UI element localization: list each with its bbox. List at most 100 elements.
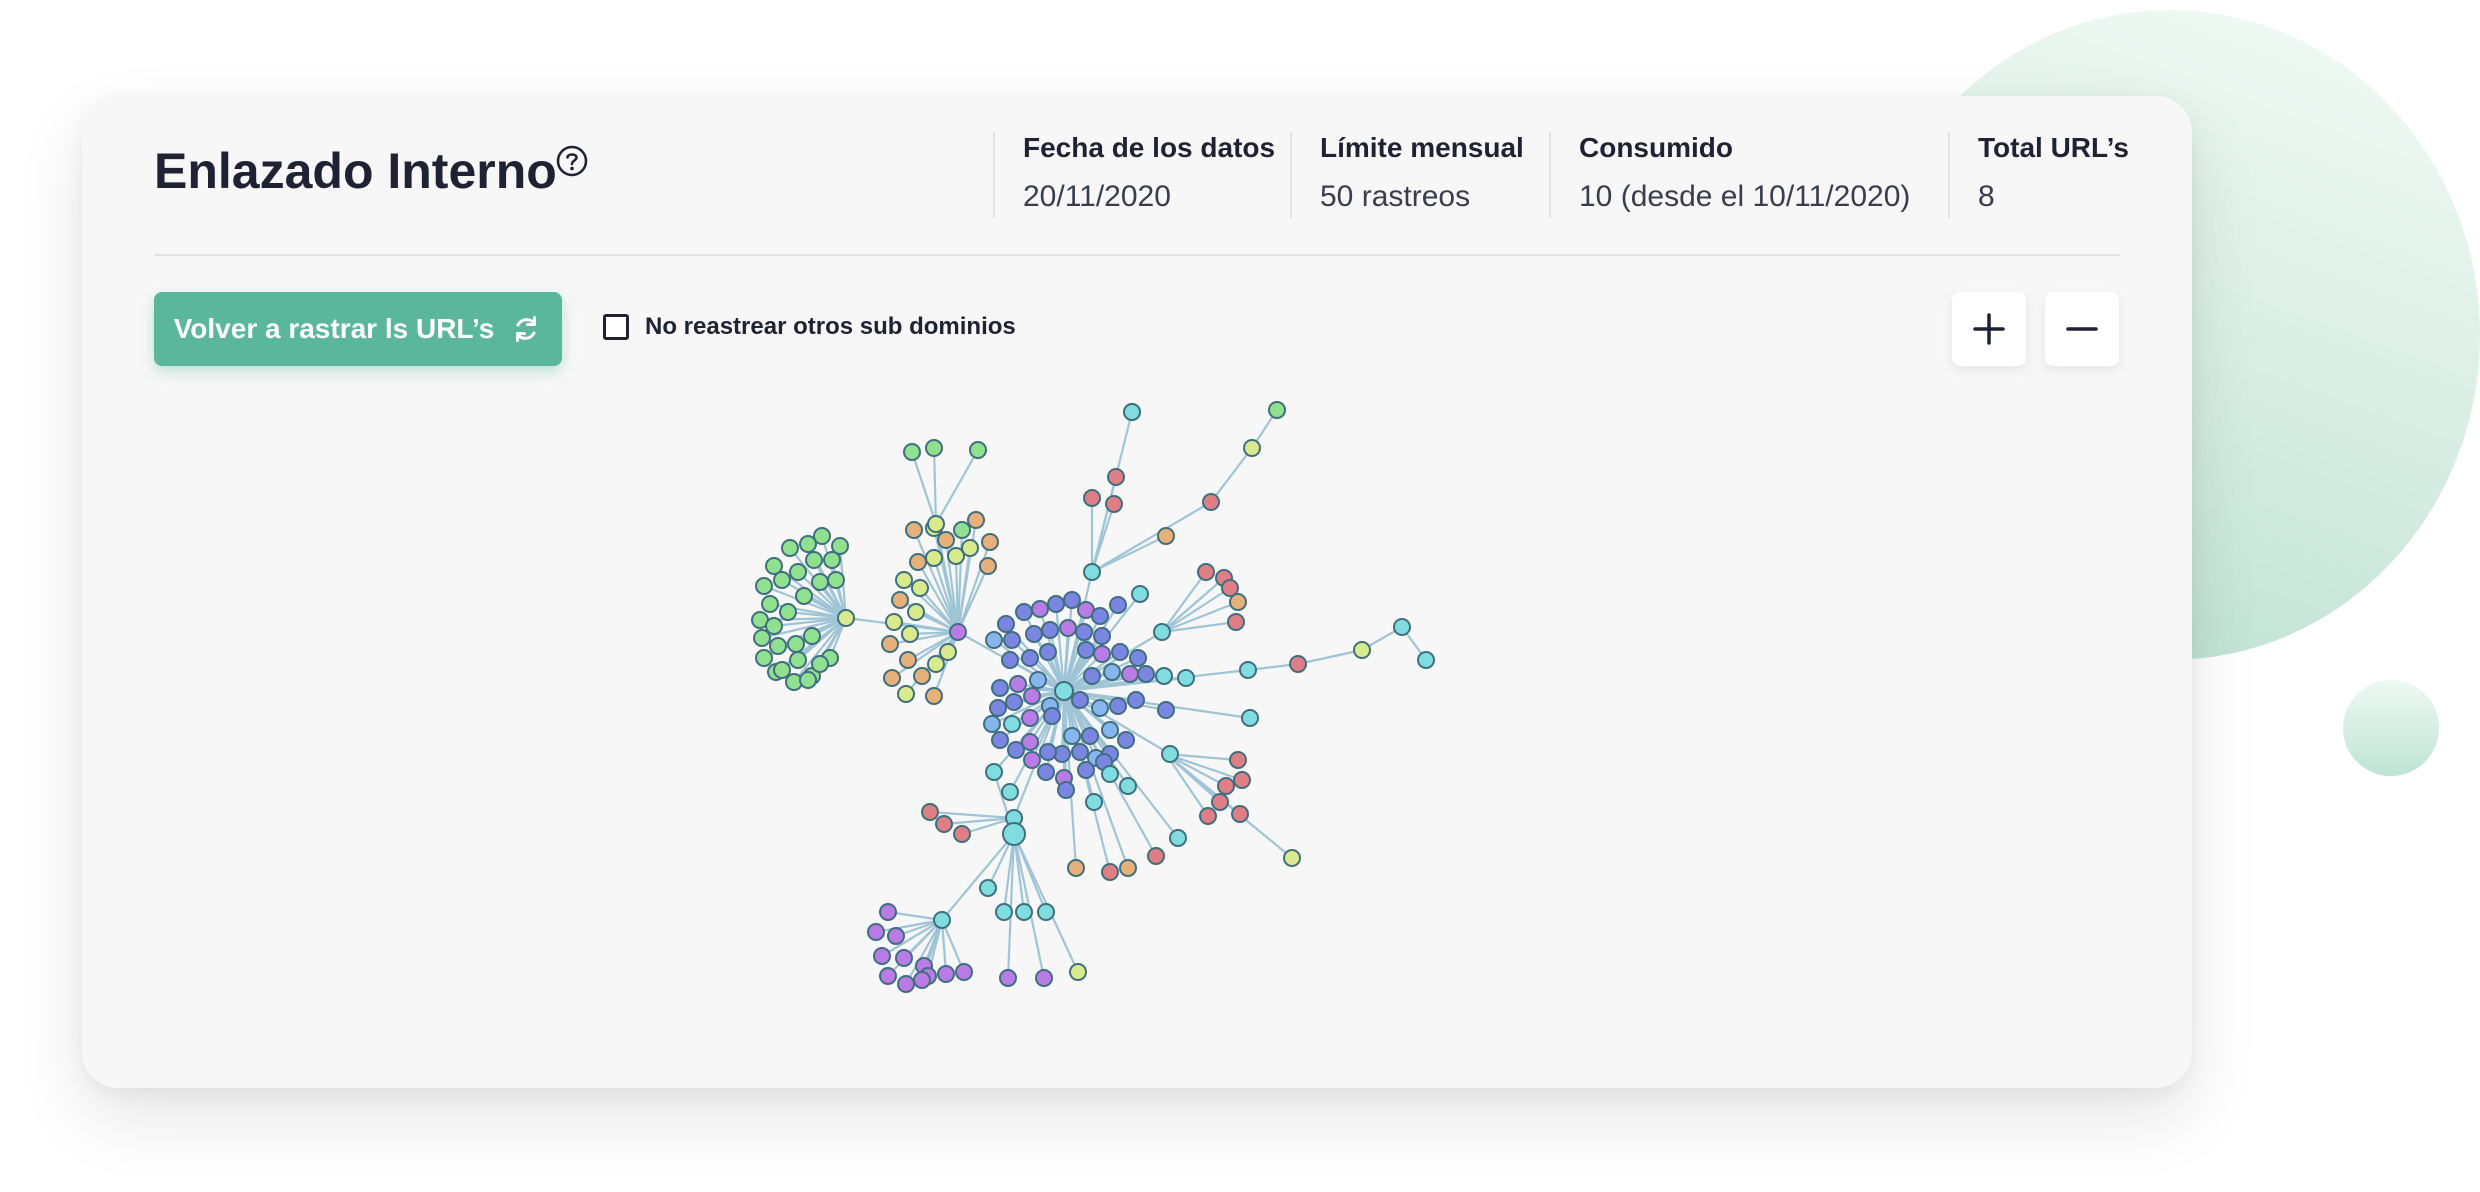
graph-node[interactable]	[1109, 596, 1127, 614]
graph-node[interactable]	[953, 521, 971, 539]
graph-node[interactable]	[1093, 645, 1111, 663]
graph-node[interactable]	[927, 655, 945, 673]
graph-node[interactable]	[765, 557, 783, 575]
graph-node[interactable]	[1289, 655, 1307, 673]
graph-node[interactable]	[937, 965, 955, 983]
graph-node[interactable]	[949, 623, 967, 641]
graph-node[interactable]	[779, 603, 797, 621]
graph-node[interactable]	[891, 591, 909, 609]
graph-node[interactable]	[933, 911, 951, 929]
zoom-out-button[interactable]	[2045, 292, 2119, 366]
graph-node[interactable]	[1025, 625, 1043, 643]
graph-node[interactable]	[761, 595, 779, 613]
graph-node[interactable]	[831, 537, 849, 555]
graph-node[interactable]	[953, 825, 971, 843]
graph-node[interactable]	[999, 969, 1017, 987]
graph-node[interactable]	[903, 443, 921, 461]
graph-node[interactable]	[1119, 859, 1137, 877]
graph-node[interactable]	[1157, 527, 1175, 545]
graph-node[interactable]	[1153, 623, 1171, 641]
graph-node[interactable]	[837, 609, 855, 627]
graph-node[interactable]	[1071, 743, 1089, 761]
graph-node[interactable]	[1029, 671, 1047, 689]
graph-node[interactable]	[1197, 563, 1215, 581]
graph-node[interactable]	[1057, 781, 1075, 799]
graph-node[interactable]	[985, 763, 1003, 781]
recrawl-urls-button[interactable]: Volver a rastrar ls URL’s	[154, 292, 562, 366]
graph-node[interactable]	[867, 923, 885, 941]
graph-node[interactable]	[1105, 495, 1123, 513]
graph-node[interactable]	[1077, 641, 1095, 659]
graph-node[interactable]	[991, 679, 1009, 697]
graph-node[interactable]	[1059, 619, 1077, 637]
graph-node[interactable]	[1023, 751, 1041, 769]
graph-node[interactable]	[879, 967, 897, 985]
graph-node[interactable]	[1217, 777, 1235, 795]
graph-node[interactable]	[911, 579, 929, 597]
graph-node[interactable]	[939, 643, 957, 661]
graph-node[interactable]	[1199, 807, 1217, 825]
graph-node[interactable]	[787, 635, 805, 653]
graph-node[interactable]	[979, 879, 997, 897]
graph-node[interactable]	[995, 903, 1013, 921]
graph-node[interactable]	[1131, 585, 1149, 603]
graph-node[interactable]	[773, 661, 791, 679]
graph-node[interactable]	[925, 439, 943, 457]
graph-node[interactable]	[925, 687, 943, 705]
graph-node[interactable]	[1009, 675, 1027, 693]
zoom-in-button[interactable]	[1952, 292, 2026, 366]
graph-node[interactable]	[1063, 591, 1081, 609]
graph-node[interactable]	[1043, 707, 1061, 725]
graph-node[interactable]	[897, 685, 915, 703]
graph-node[interactable]	[1229, 751, 1247, 769]
graph-node[interactable]	[895, 949, 913, 967]
graph-node[interactable]	[1221, 579, 1239, 597]
graph-node[interactable]	[1015, 903, 1033, 921]
graph-node[interactable]	[1093, 627, 1111, 645]
graph-node[interactable]	[811, 655, 829, 673]
graph-node[interactable]	[1268, 401, 1286, 419]
graph-node[interactable]	[1393, 618, 1411, 636]
graph-node[interactable]	[885, 613, 903, 631]
graph-node[interactable]	[1075, 623, 1093, 641]
graph-node[interactable]	[773, 571, 791, 589]
graph-node[interactable]	[1119, 777, 1137, 795]
graph-node[interactable]	[1091, 699, 1109, 717]
graph-node[interactable]	[755, 577, 773, 595]
graph-node[interactable]	[967, 511, 985, 529]
graph-node[interactable]	[1103, 663, 1121, 681]
graph-node[interactable]	[1067, 859, 1085, 877]
graph-node[interactable]	[799, 535, 817, 553]
graph-node[interactable]	[1037, 763, 1055, 781]
graph-node[interactable]	[1101, 721, 1119, 739]
question-circle-icon[interactable]	[555, 144, 589, 178]
graph-node[interactable]	[1041, 621, 1059, 639]
graph-node[interactable]	[803, 627, 821, 645]
graph-node[interactable]	[997, 615, 1015, 633]
graph-node[interactable]	[1021, 649, 1039, 667]
graph-node[interactable]	[1107, 468, 1125, 486]
graph-node[interactable]	[1229, 593, 1247, 611]
graph-node[interactable]	[1231, 805, 1249, 823]
graph-node[interactable]	[909, 553, 927, 571]
graph-node[interactable]	[1021, 709, 1039, 727]
graph-node[interactable]	[1283, 849, 1301, 867]
graph-node[interactable]	[1023, 687, 1041, 705]
graph-node[interactable]	[925, 549, 943, 567]
graph-node[interactable]	[897, 975, 915, 993]
graph-node[interactable]	[1101, 863, 1119, 881]
graph-node[interactable]	[1085, 793, 1103, 811]
graph-node[interactable]	[753, 629, 771, 647]
graph-node[interactable]	[1202, 493, 1220, 511]
graph-node[interactable]	[1002, 822, 1026, 846]
graph-node[interactable]	[1031, 600, 1049, 618]
graph-node[interactable]	[879, 903, 897, 921]
graph-node[interactable]	[1177, 669, 1195, 687]
graph-node[interactable]	[1039, 743, 1057, 761]
graph-node[interactable]	[899, 651, 917, 669]
graph-node[interactable]	[1155, 667, 1173, 685]
graph-node[interactable]	[1021, 733, 1039, 751]
graph-node[interactable]	[789, 563, 807, 581]
graph-node[interactable]	[927, 515, 945, 533]
graph-node[interactable]	[1015, 603, 1033, 621]
